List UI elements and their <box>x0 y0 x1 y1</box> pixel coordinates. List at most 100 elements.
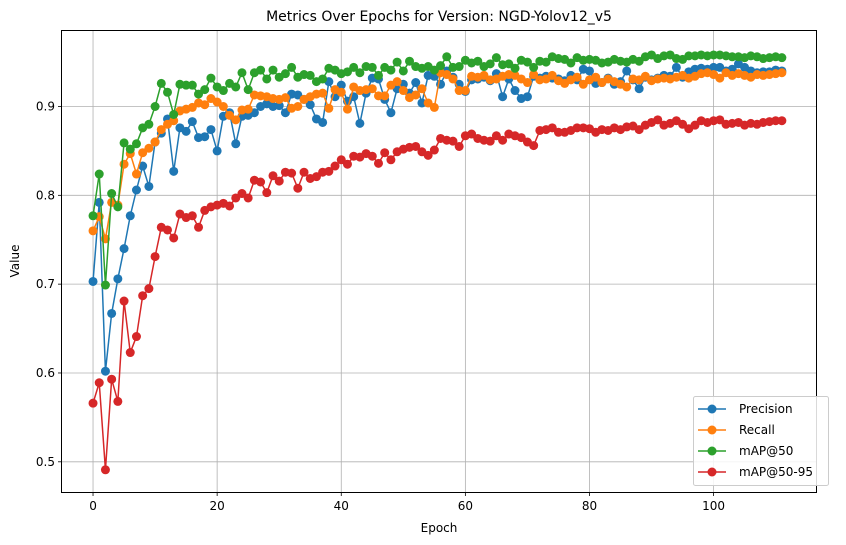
y-tick-label-4: 0.9 <box>36 100 55 114</box>
point-map-50-7 <box>131 139 141 149</box>
point-precision-80 <box>584 66 594 76</box>
point-map-50-28 <box>262 74 272 84</box>
point-recall-74 <box>547 70 557 80</box>
point-map-50-95-41 <box>342 159 352 169</box>
point-recall-38 <box>324 103 334 113</box>
point-precision-18 <box>200 132 210 142</box>
point-map-50-95-46 <box>373 158 383 168</box>
point-map-50-95-13 <box>169 233 179 243</box>
point-precision-40 <box>336 80 346 90</box>
point-map-50-4 <box>113 202 123 212</box>
point-map-50-95-97 <box>690 120 700 130</box>
point-precision-30 <box>274 101 284 111</box>
point-precision-43 <box>355 118 365 128</box>
legend-marker-precision <box>707 404 717 414</box>
point-precision-100 <box>709 62 719 72</box>
legend-label-recall: Recall <box>739 423 775 437</box>
point-map-50-103 <box>727 52 737 62</box>
point-precision-0 <box>88 276 98 286</box>
point-recall-41 <box>342 104 352 114</box>
point-precision-53 <box>417 98 427 108</box>
point-map-50-46 <box>373 70 383 80</box>
point-precision-35 <box>305 100 315 110</box>
point-recall-86 <box>622 82 632 92</box>
legend-label-map-50-95: mAP@50-95 <box>739 465 813 479</box>
point-recall-16 <box>187 102 197 112</box>
point-map-50-95-65 <box>491 131 501 141</box>
point-map-50-71 <box>529 62 539 72</box>
point-map-50-95-17 <box>194 222 204 232</box>
point-map-50-95-101 <box>715 115 725 125</box>
point-map-50-13 <box>169 110 179 119</box>
x-axis-label: Epoch <box>421 521 458 535</box>
point-precision-15 <box>181 126 191 136</box>
point-map-50-95-24 <box>237 189 247 199</box>
point-map-50-95-78 <box>572 123 582 133</box>
point-map-50-42 <box>349 62 359 72</box>
point-map-50-51 <box>405 56 415 66</box>
legend-box <box>693 396 829 486</box>
point-recall-60 <box>460 86 470 96</box>
point-recall-58 <box>448 74 458 84</box>
point-map-50-95-25 <box>243 193 253 203</box>
x-tick-label-0: 0 <box>89 499 97 513</box>
point-recall-70 <box>522 78 532 88</box>
series-map-50 <box>88 50 787 290</box>
x-tick-label-3: 60 <box>458 499 473 513</box>
legend-label-map-50: mAP@50 <box>739 444 793 458</box>
point-map-50-43 <box>355 68 365 78</box>
point-map-50-95-6 <box>125 348 135 358</box>
point-map-50-29 <box>268 65 278 75</box>
point-map-50-95-61 <box>467 129 477 139</box>
point-map-50-24 <box>237 68 247 78</box>
point-map-50-95-45 <box>367 151 377 161</box>
point-map-50-9 <box>144 119 154 129</box>
point-recall-89 <box>640 71 650 81</box>
point-map-50-95-2 <box>100 465 110 475</box>
point-map-50-23 <box>231 82 241 92</box>
point-precision-20 <box>212 146 222 156</box>
point-map-50-67 <box>504 59 514 69</box>
point-recall-46 <box>373 91 383 101</box>
x-tick-label-1: 20 <box>210 499 225 513</box>
point-recall-53 <box>417 84 427 94</box>
point-recall-33 <box>293 102 303 111</box>
point-precision-66 <box>498 92 508 102</box>
point-recall-25 <box>243 104 253 114</box>
point-map-50-27 <box>256 65 266 75</box>
point-precision-2 <box>100 366 110 376</box>
point-map-50-68 <box>510 63 520 73</box>
point-map-50-95-32 <box>287 168 297 178</box>
plot-frame <box>61 30 817 493</box>
point-map-50-95-75 <box>553 127 563 137</box>
point-map-50-95-38 <box>324 166 334 176</box>
point-precision-94 <box>671 62 681 72</box>
point-recall-20 <box>212 97 222 107</box>
point-recall-55 <box>429 102 439 112</box>
point-recall-13 <box>169 116 179 126</box>
point-map-50-95-8 <box>138 291 148 301</box>
series-recall <box>88 68 787 244</box>
point-recall-81 <box>591 72 601 82</box>
point-map-50-31 <box>280 69 290 79</box>
point-map-50-12 <box>163 87 172 97</box>
point-recall-9 <box>144 143 154 153</box>
legend-label-precision: Precision <box>739 402 793 416</box>
point-map-50-50 <box>398 66 408 76</box>
point-map-50-17 <box>194 89 204 99</box>
point-map-50-0 <box>88 211 98 221</box>
chart-title: Metrics Over Epochs for Version: NGD-Yol… <box>266 9 612 25</box>
x-tick-label-4: 80 <box>582 499 597 513</box>
point-map-50-95-71 <box>529 141 539 151</box>
point-map-50-95-9 <box>144 284 154 294</box>
point-recall-7 <box>131 169 141 179</box>
point-map-50-41 <box>342 67 352 77</box>
point-map-50-95-69 <box>516 133 526 143</box>
point-precision-5 <box>119 244 129 254</box>
point-map-50-95-10 <box>150 252 160 262</box>
point-precision-88 <box>634 84 644 94</box>
point-map-50-95-33 <box>293 183 303 193</box>
point-recall-63 <box>479 70 489 80</box>
point-recall-50 <box>398 86 408 96</box>
point-map-50-55 <box>429 65 439 75</box>
